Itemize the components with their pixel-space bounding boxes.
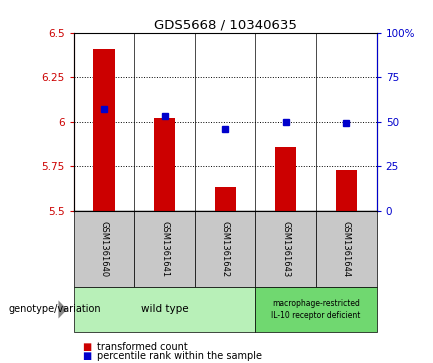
Bar xyxy=(255,287,377,332)
Bar xyxy=(214,187,236,211)
Text: wild type: wild type xyxy=(141,305,188,314)
Bar xyxy=(154,118,175,211)
Bar xyxy=(275,147,296,211)
Text: ■: ■ xyxy=(82,342,91,352)
Text: ■: ■ xyxy=(82,351,91,361)
Bar xyxy=(134,211,195,287)
Bar xyxy=(255,211,316,287)
Bar xyxy=(74,211,134,287)
Bar xyxy=(74,287,255,332)
Text: GSM1361640: GSM1361640 xyxy=(100,221,108,277)
Text: genotype/variation: genotype/variation xyxy=(9,305,101,314)
Bar xyxy=(336,170,357,211)
Text: GSM1361642: GSM1361642 xyxy=(221,221,229,277)
Text: GSM1361641: GSM1361641 xyxy=(160,221,169,277)
Text: transformed count: transformed count xyxy=(97,342,188,352)
Bar xyxy=(195,211,255,287)
Text: GSM1361643: GSM1361643 xyxy=(281,221,290,277)
Bar xyxy=(316,211,377,287)
Text: macrophage-restricted
IL-10 receptor deficient: macrophage-restricted IL-10 receptor def… xyxy=(271,299,361,320)
Text: GSM1361644: GSM1361644 xyxy=(342,221,351,277)
Bar xyxy=(94,49,114,211)
Title: GDS5668 / 10340635: GDS5668 / 10340635 xyxy=(154,19,297,32)
Text: percentile rank within the sample: percentile rank within the sample xyxy=(97,351,262,361)
